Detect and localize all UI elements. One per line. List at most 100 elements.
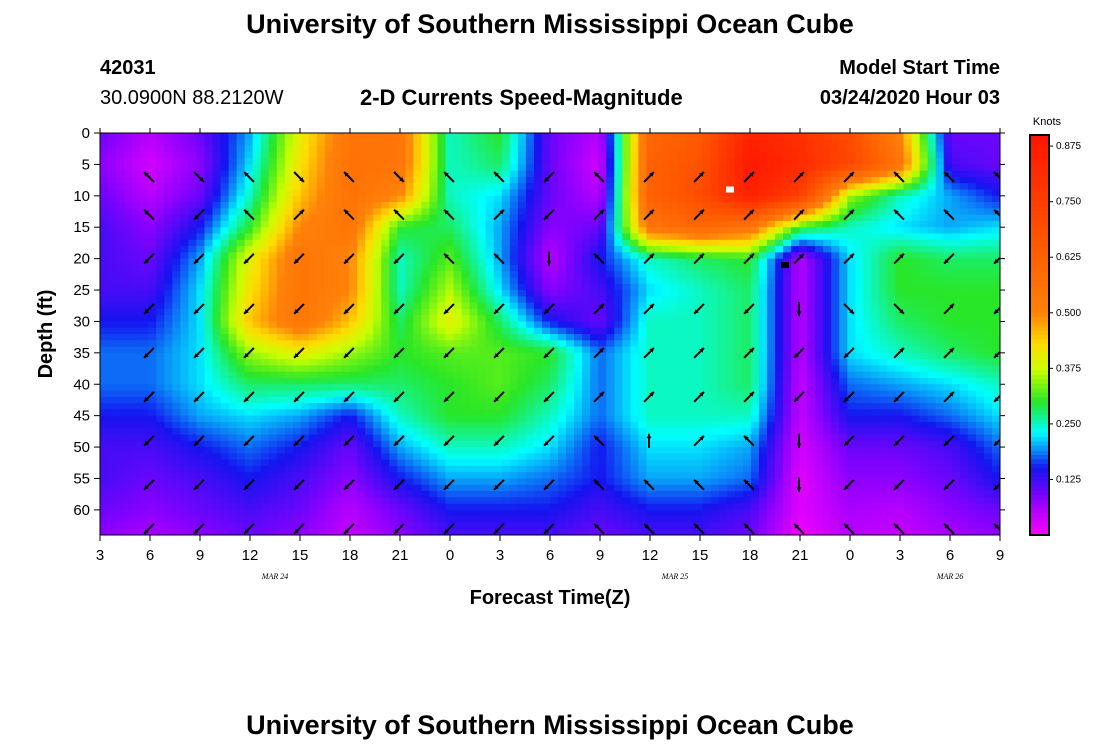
heatmap-cell: [164, 377, 173, 385]
heatmap-cell: [100, 264, 109, 272]
heatmap-cell: [220, 516, 230, 524]
heatmap-cell: [116, 315, 125, 323]
heatmap-cell: [292, 371, 302, 379]
heatmap-cell: [341, 465, 350, 473]
heatmap-cell: [694, 421, 704, 429]
heatmap-cell: [228, 220, 238, 228]
heatmap-cell: [694, 176, 704, 184]
heatmap-cell: [228, 491, 238, 498]
heatmap-cell: [228, 384, 238, 392]
heatmap-cell: [710, 472, 720, 480]
heatmap-cell: [300, 428, 310, 436]
heatmap-cell: [268, 258, 278, 266]
heatmap-cell: [365, 465, 374, 473]
heatmap-cell: [598, 271, 607, 279]
heatmap-cell: [357, 340, 366, 348]
heatmap-cell: [140, 145, 149, 153]
heatmap-cell: [598, 133, 607, 140]
heatmap-cell: [461, 239, 471, 247]
heatmap-cell: [124, 315, 133, 323]
heatmap-cell: [469, 421, 479, 429]
heatmap-cell: [268, 390, 278, 398]
heatmap-cell: [284, 246, 294, 253]
heatmap-cell: [108, 421, 117, 429]
heatmap-cell: [574, 246, 583, 253]
heatmap-cell: [541, 189, 551, 197]
heatmap-cell: [533, 208, 543, 216]
heatmap-cell: [244, 252, 254, 260]
heatmap-cell: [662, 359, 672, 367]
heatmap-cell: [461, 220, 471, 228]
heatmap-cell: [236, 227, 246, 235]
heatmap-cell: [252, 252, 262, 260]
heatmap-cell: [493, 447, 503, 454]
heatmap-cell: [244, 390, 254, 398]
heatmap-cell: [469, 478, 479, 486]
heatmap-cell: [574, 227, 583, 235]
heatmap-cell: [686, 346, 696, 354]
heatmap-cell: [437, 327, 447, 335]
heatmap-cell: [300, 170, 310, 178]
heatmap-cell: [429, 283, 439, 291]
heatmap-cell: [541, 145, 551, 153]
heatmap-cell: [461, 453, 471, 461]
heatmap-cell: [541, 409, 551, 417]
heatmap-cell: [453, 233, 463, 241]
heatmap-cell: [268, 195, 278, 203]
heatmap-cell: [638, 434, 648, 442]
heatmap-cell: [276, 271, 286, 279]
heatmap-cell: [566, 503, 575, 511]
heatmap-cell: [445, 434, 455, 442]
heatmap-cell: [164, 409, 173, 417]
heatmap-cell: [550, 484, 559, 492]
heatmap-cell: [622, 133, 631, 140]
heatmap-cell: [180, 434, 189, 442]
heatmap-cell: [252, 195, 262, 203]
heatmap-cell: [413, 472, 423, 480]
heatmap-cell: [180, 227, 189, 235]
heatmap-cell: [413, 522, 423, 530]
heatmap-cell: [654, 352, 664, 360]
heatmap-cell: [228, 195, 238, 203]
heatmap-cell: [389, 164, 398, 172]
heatmap-cell: [646, 440, 656, 448]
heatmap-cell: [116, 365, 125, 373]
heatmap-cell: [373, 271, 382, 279]
heatmap-cell: [357, 239, 366, 247]
heatmap-cell: [469, 258, 479, 266]
heatmap-cell: [381, 145, 390, 153]
heatmap-cell: [525, 220, 535, 228]
heatmap-cell: [373, 220, 382, 228]
heatmap-cell: [413, 371, 423, 379]
heatmap-cell: [156, 503, 165, 511]
heatmap-cell: [164, 440, 173, 448]
heatmap-cell: [630, 409, 639, 417]
heatmap-cell: [509, 302, 519, 310]
heatmap-cell: [598, 421, 607, 429]
heatmap-cell: [180, 170, 189, 178]
heatmap-cell: [582, 421, 591, 429]
heatmap-cell: [413, 264, 423, 272]
heatmap-cell: [333, 415, 342, 423]
heatmap-cell: [638, 164, 648, 172]
heatmap-cell: [710, 528, 720, 535]
heatmap-cell: [389, 528, 398, 535]
heatmap-cell: [140, 503, 149, 511]
heatmap-cell: [662, 239, 672, 247]
heatmap-cell: [517, 258, 527, 266]
heatmap-cell: [485, 133, 495, 140]
heatmap-cell: [702, 503, 712, 511]
heatmap-cell: [533, 459, 543, 467]
heatmap-cell: [365, 346, 374, 354]
heatmap-cell: [437, 227, 447, 235]
heatmap-cell: [124, 239, 133, 247]
heatmap-cell: [341, 377, 350, 385]
heatmap-cell: [509, 252, 519, 260]
heatmap-cell: [509, 145, 519, 153]
heatmap-cell: [164, 346, 173, 354]
heatmap-cell: [541, 164, 551, 172]
heatmap-cell: [686, 352, 696, 360]
heatmap-cell: [413, 359, 423, 367]
heatmap-cell: [316, 352, 326, 360]
heatmap-cell: [220, 170, 230, 178]
